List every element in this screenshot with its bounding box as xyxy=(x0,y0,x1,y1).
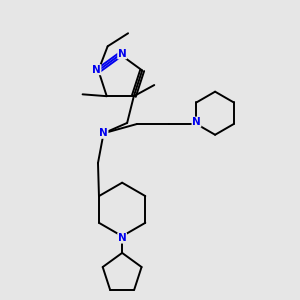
Text: N: N xyxy=(118,49,127,59)
Text: N: N xyxy=(118,233,127,243)
Text: N: N xyxy=(192,117,201,127)
Text: N: N xyxy=(92,65,101,75)
Text: N: N xyxy=(99,128,108,138)
